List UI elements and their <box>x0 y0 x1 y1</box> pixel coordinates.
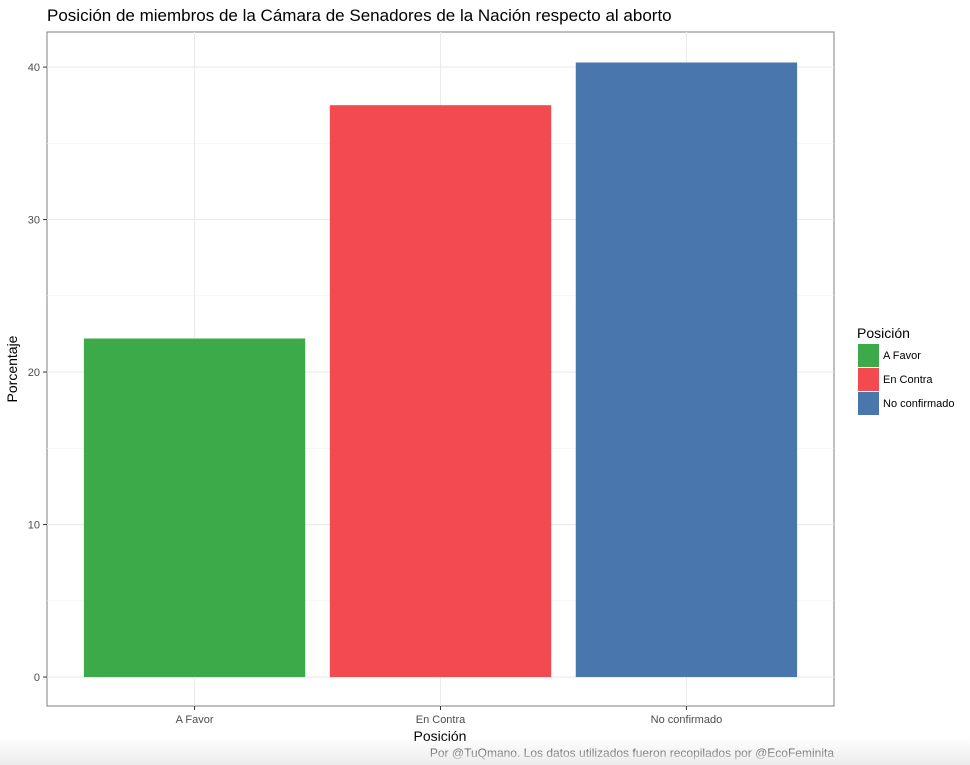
legend: Posición A Favor En Contra No confirmado <box>857 325 955 415</box>
legend-label: A Favor <box>883 350 921 362</box>
y-axis-title: Porcentaje <box>4 335 20 402</box>
legend-swatch <box>858 344 879 367</box>
bar <box>329 105 552 678</box>
y-tick-label: 30 <box>28 215 40 227</box>
chart-caption: Por @TuQmano. Los datos utilizados fuero… <box>430 746 834 760</box>
x-tick-label: No confirmado <box>651 714 723 726</box>
bar <box>575 62 798 678</box>
legend-label: No confirmado <box>883 398 955 410</box>
legend-title: Posición <box>857 325 910 341</box>
x-axis-ticks: A Favor En Contra No confirmado <box>176 706 723 726</box>
chart-title: Posición de miembros de la Cámara de Sen… <box>47 6 672 25</box>
bar <box>83 338 306 678</box>
y-tick-label: 0 <box>34 672 40 684</box>
y-tick-label: 20 <box>28 367 40 379</box>
legend-label: En Contra <box>883 374 933 386</box>
bars <box>83 62 798 678</box>
y-axis-ticks: 0 10 20 30 40 <box>28 62 47 684</box>
x-axis-title: Posición <box>414 728 467 744</box>
x-tick-label: A Favor <box>176 714 214 726</box>
legend-swatch <box>858 368 879 391</box>
legend-items: A Favor En Contra No confirmado <box>858 344 955 415</box>
legend-swatch <box>858 392 879 415</box>
y-tick-label: 10 <box>28 520 40 532</box>
y-tick-label: 40 <box>28 62 40 74</box>
x-tick-label: En Contra <box>416 714 466 726</box>
